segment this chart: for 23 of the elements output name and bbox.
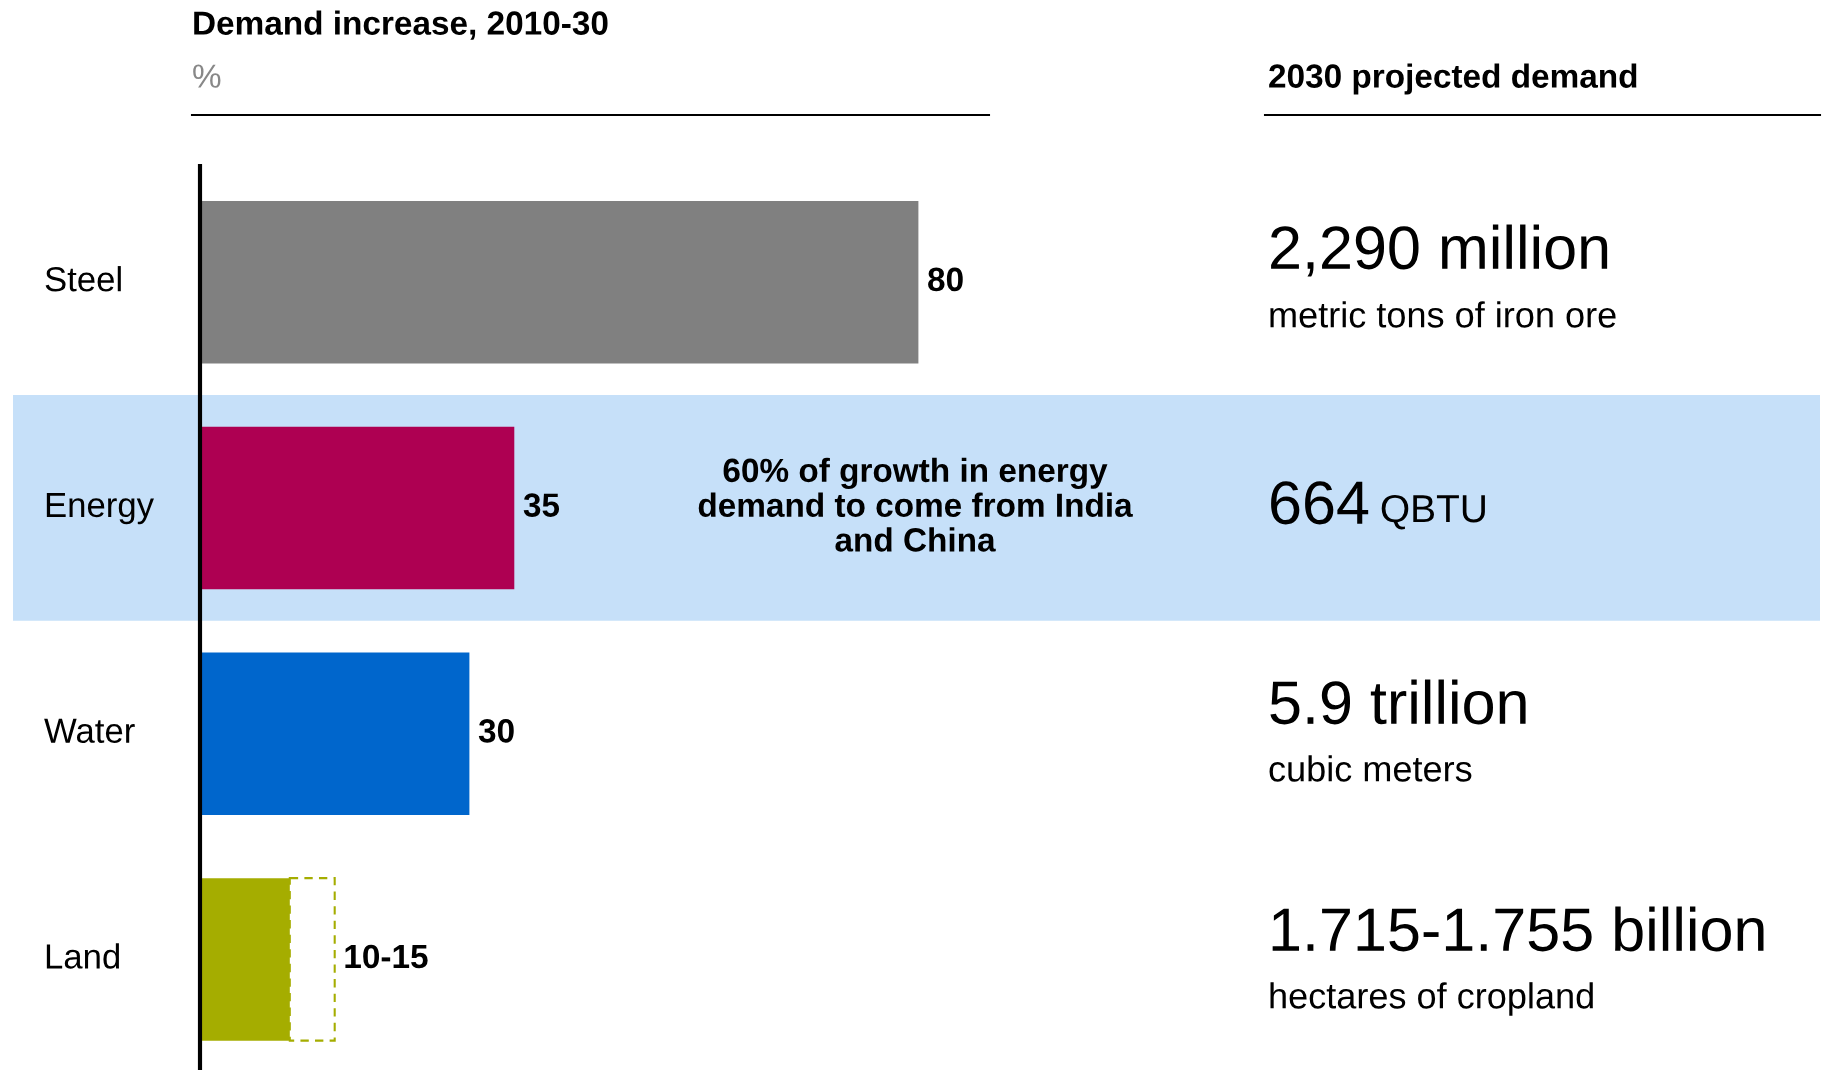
annotation: 60% of growth in energy demand to come from India and China bbox=[698, 457, 1133, 552]
text: 1.715-1.755 billion bbox=[1272, 906, 1764, 952]
y-tick-label: Energy bbox=[46, 493, 154, 525]
bar bbox=[200, 426, 515, 590]
text: metric tons of iron ore bbox=[1270, 301, 1616, 328]
text: cubic meters bbox=[1269, 755, 1472, 782]
y-tick-label: Land bbox=[46, 943, 120, 969]
chart-title: Demand increase, 2010-30 bbox=[194, 10, 608, 40]
text: 10-15 bbox=[345, 944, 428, 969]
text: 5.9 trillion bbox=[1270, 679, 1526, 725]
text: QBTU bbox=[1381, 494, 1485, 530]
text: 30 bbox=[478, 719, 514, 743]
y-tick-label: Water bbox=[44, 718, 135, 743]
chart-subtitle: % bbox=[193, 64, 221, 88]
text: 2030 projected demand bbox=[1269, 63, 1637, 95]
bar bbox=[200, 652, 470, 815]
text: 80 bbox=[928, 267, 963, 292]
text: 664 bbox=[1271, 481, 1369, 525]
bar bbox=[200, 200, 919, 364]
text: 35 bbox=[523, 493, 560, 517]
text: hectares of cropland bbox=[1270, 982, 1593, 1016]
y-tick-label: Steel bbox=[45, 266, 121, 292]
text: 2,290 million bbox=[1271, 224, 1608, 277]
